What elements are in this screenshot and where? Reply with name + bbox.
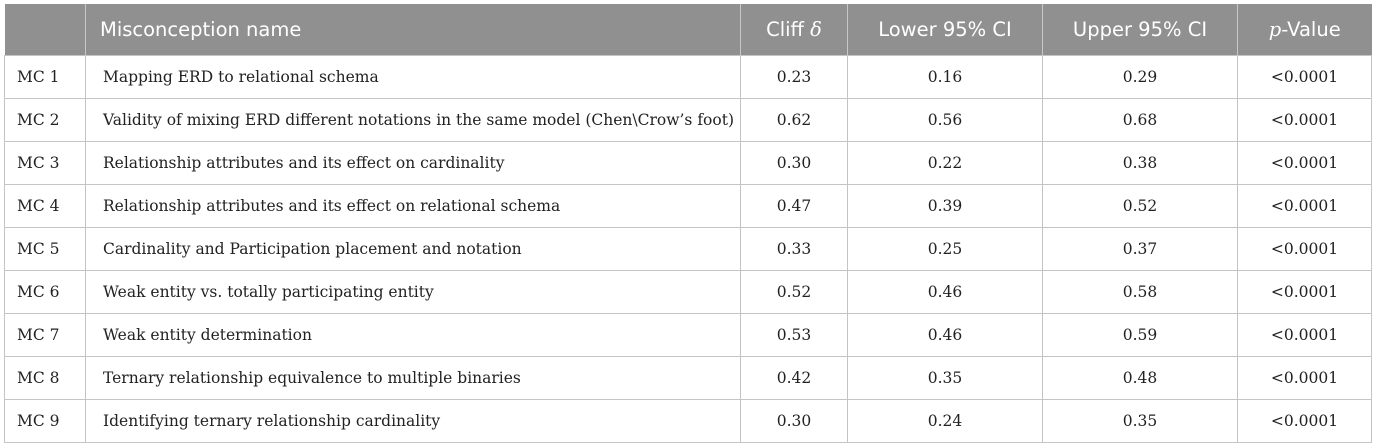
header-misconception-name: Misconception name	[85, 4, 741, 56]
table-body: MC 1 Mapping ERD to relational schema 0.23…	[4, 55, 1372, 443]
cell-p-value: <0.0001	[1237, 184, 1372, 228]
cell-misconception-name: Ternary relationship equivalence to mult…	[85, 356, 741, 400]
header-cliff-delta-label: Cliff δ	[766, 18, 822, 41]
misconception-effect-size-table: Misconception name Cliff δ Lower 95% CI …	[4, 4, 1372, 443]
cell-p-value: <0.0001	[1237, 227, 1372, 271]
cell-upper-ci: 0.29	[1042, 55, 1238, 99]
table-row: MC 4 Relationship attributes and its effe…	[4, 184, 1372, 228]
cell-cliff-delta: 0.47	[740, 184, 848, 228]
cell-misconception-name: Weak entity determination	[85, 313, 741, 357]
cell-cliff-delta: 0.52	[740, 270, 848, 314]
table-row: MC 5 Cardinality and Participation placem…	[4, 227, 1372, 271]
cell-p-value: <0.0001	[1237, 356, 1372, 400]
cell-lower-ci: 0.46	[847, 313, 1043, 357]
header-p-rest: -Value	[1281, 18, 1341, 41]
cell-upper-ci: 0.59	[1042, 313, 1238, 357]
cell-misconception-name: Cardinality and Participation placement …	[85, 227, 741, 271]
table-row: MC 9 Identifying ternary relationship car…	[4, 399, 1372, 443]
cell-id: MC 6	[4, 270, 86, 314]
cell-misconception-name: Validity of mixing ERD different notatio…	[85, 98, 741, 142]
cell-misconception-name: Identifying ternary relationship cardina…	[85, 399, 741, 443]
table-row: MC 1 Mapping ERD to relational schema 0.23…	[4, 55, 1372, 99]
cell-p-value: <0.0001	[1237, 313, 1372, 357]
header-p-value: p-Value	[1237, 4, 1372, 56]
header-p-italic: p	[1268, 18, 1282, 41]
cell-misconception-name: Weak entity vs. totally participating en…	[85, 270, 741, 314]
cell-p-value: <0.0001	[1237, 270, 1372, 314]
header-upper-ci: Upper 95% CI	[1042, 4, 1238, 56]
cell-lower-ci: 0.22	[847, 141, 1043, 185]
cell-lower-ci: 0.24	[847, 399, 1043, 443]
cell-cliff-delta: 0.62	[740, 98, 848, 142]
cell-lower-ci: 0.35	[847, 356, 1043, 400]
cell-cliff-delta: 0.42	[740, 356, 848, 400]
cell-upper-ci: 0.52	[1042, 184, 1238, 228]
cell-upper-ci: 0.37	[1042, 227, 1238, 271]
cell-upper-ci: 0.58	[1042, 270, 1238, 314]
cell-upper-ci: 0.38	[1042, 141, 1238, 185]
table-row: MC 8 Ternary relationship equivalence to …	[4, 356, 1372, 400]
table-row: MC 2 Validity of mixing ERD different not…	[4, 98, 1372, 142]
cell-misconception-name: Relationship attributes and its effect o…	[85, 141, 741, 185]
cell-p-value: <0.0001	[1237, 98, 1372, 142]
cell-id: MC 4	[4, 184, 86, 228]
cell-cliff-delta: 0.53	[740, 313, 848, 357]
cell-upper-ci: 0.35	[1042, 399, 1238, 443]
cell-upper-ci: 0.48	[1042, 356, 1238, 400]
table-row: MC 3 Relationship attributes and its effe…	[4, 141, 1372, 185]
header-lower-ci: Lower 95% CI	[847, 4, 1043, 56]
cell-p-value: <0.0001	[1237, 141, 1372, 185]
results-table-container: Misconception name Cliff δ Lower 95% CI …	[4, 4, 1372, 443]
cell-misconception-name: Relationship attributes and its effect o…	[85, 184, 741, 228]
cell-id: MC 3	[4, 141, 86, 185]
cell-upper-ci: 0.68	[1042, 98, 1238, 142]
cell-id: MC 2	[4, 98, 86, 142]
header-cliff-delta: Cliff δ	[740, 4, 848, 56]
cell-lower-ci: 0.25	[847, 227, 1043, 271]
cell-id: MC 7	[4, 313, 86, 357]
header-id	[4, 4, 86, 56]
table-row: MC 7 Weak entity determination 0.53 0.46 0.5…	[4, 313, 1372, 357]
cell-lower-ci: 0.46	[847, 270, 1043, 314]
cell-id: MC 8	[4, 356, 86, 400]
cell-cliff-delta: 0.33	[740, 227, 848, 271]
cell-cliff-delta: 0.30	[740, 399, 848, 443]
header-row: Misconception name Cliff δ Lower 95% CI …	[4, 4, 1372, 56]
cell-id: MC 1	[4, 55, 86, 99]
cell-p-value: <0.0001	[1237, 399, 1372, 443]
cell-lower-ci: 0.16	[847, 55, 1043, 99]
cell-id: MC 5	[4, 227, 86, 271]
cell-id: MC 9	[4, 399, 86, 443]
cell-p-value: <0.0001	[1237, 55, 1372, 99]
table-row: MC 6 Weak entity vs. totally participatin…	[4, 270, 1372, 314]
cell-cliff-delta: 0.30	[740, 141, 848, 185]
cell-lower-ci: 0.56	[847, 98, 1043, 142]
cell-misconception-name: Mapping ERD to relational schema	[85, 55, 741, 99]
table-header: Misconception name Cliff δ Lower 95% CI …	[4, 4, 1372, 56]
cell-cliff-delta: 0.23	[740, 55, 848, 99]
cell-lower-ci: 0.39	[847, 184, 1043, 228]
